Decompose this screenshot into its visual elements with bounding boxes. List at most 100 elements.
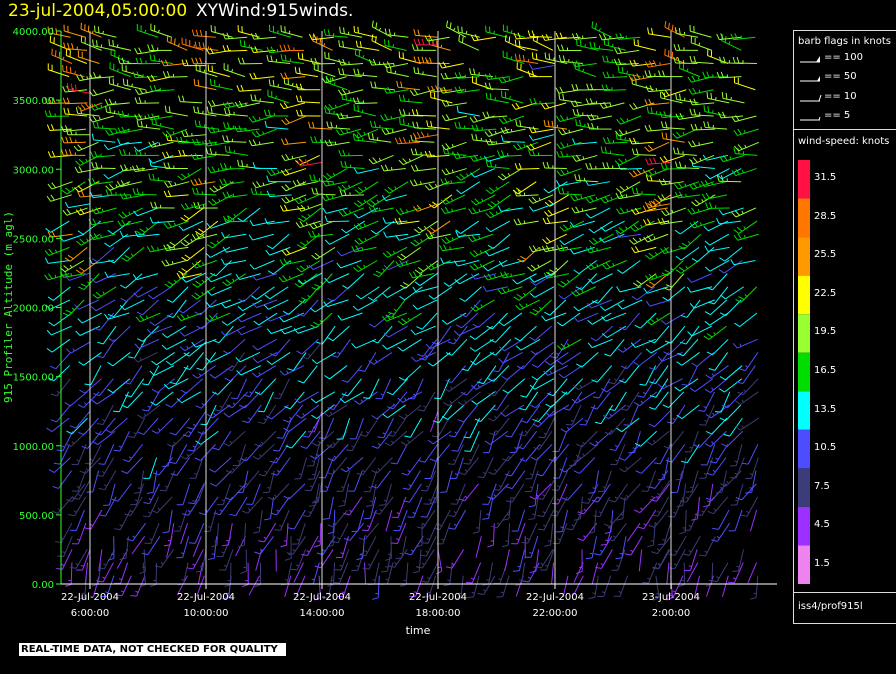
x-tick-label: 22-Jul-2004 — [409, 592, 467, 603]
wind-barb — [619, 457, 642, 473]
wind-barb — [59, 260, 85, 273]
wind-barb — [645, 85, 671, 93]
wind-barb — [195, 430, 219, 445]
wind-barb — [146, 325, 173, 335]
flag-50-icon — [800, 76, 820, 82]
wind-barb — [209, 457, 232, 473]
wind-barb — [471, 124, 497, 132]
wind-barb — [77, 190, 103, 198]
wind-barb — [321, 76, 347, 84]
wind-barb — [678, 233, 702, 250]
wind-barb — [601, 260, 627, 270]
wind-barb — [287, 509, 306, 530]
wind-barb — [638, 549, 643, 572]
wind-barb — [297, 203, 323, 212]
wind-barb — [370, 470, 391, 489]
wind-barb — [447, 444, 464, 465]
wind-barb — [633, 38, 657, 51]
wind-barb — [721, 575, 729, 598]
wind-barb — [253, 509, 263, 534]
wind-barb — [511, 522, 526, 545]
wind-barb — [356, 457, 377, 476]
wind-barb — [691, 352, 715, 367]
wind-barb — [644, 70, 669, 78]
wind-barb — [61, 136, 86, 144]
wind-barb — [283, 77, 306, 91]
colorbar-swatch — [798, 352, 810, 392]
wind-barb — [469, 260, 495, 271]
wind-barb — [348, 470, 363, 492]
wind-barb — [527, 30, 552, 38]
wind-barb — [648, 325, 670, 344]
wind-barb — [528, 496, 539, 521]
wind-barb — [517, 246, 540, 263]
wind-barb — [371, 457, 393, 474]
y-tick-label: 500.00 — [19, 511, 54, 522]
wind-barb — [72, 480, 91, 500]
wind-barb — [718, 207, 744, 216]
wind-barb — [515, 338, 541, 351]
wind-barb — [251, 128, 277, 138]
title-product: XYWind:915winds. — [196, 1, 354, 21]
wind-barb — [249, 260, 275, 270]
wind-barb — [632, 273, 657, 287]
wind-barb — [714, 391, 731, 413]
wind-barb — [588, 509, 597, 534]
wind-barb — [527, 260, 552, 272]
wind-barb — [686, 273, 712, 283]
wind-barb — [416, 312, 438, 330]
wind-barb — [603, 38, 626, 51]
wind-barb — [192, 365, 216, 379]
wind-barb — [591, 365, 613, 383]
wind-barb — [331, 522, 349, 544]
wind-barb — [445, 365, 466, 384]
wind-barb — [674, 161, 700, 170]
wind-barb — [685, 470, 699, 493]
wind-barb — [45, 299, 71, 310]
wind-barb — [297, 272, 323, 285]
wind-barb — [694, 575, 700, 598]
wind-barb — [497, 205, 523, 212]
wind-barb — [641, 470, 657, 492]
wind-barb — [284, 575, 292, 597]
wind-barb — [96, 457, 115, 477]
wind-barb — [127, 417, 146, 439]
wind-barb — [170, 457, 190, 476]
wind-barb — [216, 536, 232, 558]
wind-barb — [675, 112, 701, 120]
wind-barb — [181, 37, 204, 51]
wind-barb — [130, 575, 146, 597]
wind-barb — [47, 365, 71, 382]
wind-barb — [379, 483, 393, 506]
wind-barb — [147, 286, 172, 300]
wind-barb — [543, 365, 568, 376]
wind-barb — [420, 496, 437, 518]
wind-barb — [190, 178, 216, 186]
wind-barb — [52, 470, 72, 489]
wind-barb — [733, 147, 758, 156]
wind-barb — [235, 351, 261, 363]
wind-barb — [353, 167, 379, 174]
wind-barb — [421, 522, 438, 544]
wind-barb — [704, 233, 730, 246]
wind-barb — [671, 470, 683, 494]
wind-barb — [512, 181, 537, 195]
wind-barb — [570, 194, 596, 202]
wind-barb — [192, 187, 217, 196]
wind-barb — [190, 152, 217, 160]
wind-barb — [660, 121, 685, 130]
wind-barb — [139, 549, 146, 575]
barb-legend-item: == 10 — [798, 91, 894, 107]
wind-barb — [183, 341, 207, 357]
wind-barb — [524, 470, 539, 493]
wind-barb — [147, 44, 172, 52]
wind-barb — [398, 154, 424, 166]
wind-barb — [690, 36, 713, 51]
wind-barb — [719, 246, 743, 262]
wind-barb — [169, 417, 191, 436]
wind-barb — [280, 168, 307, 176]
colorbar-swatch — [798, 545, 810, 584]
wind-barb — [180, 523, 189, 545]
wind-barb — [398, 108, 424, 117]
wind-barb — [266, 233, 290, 250]
